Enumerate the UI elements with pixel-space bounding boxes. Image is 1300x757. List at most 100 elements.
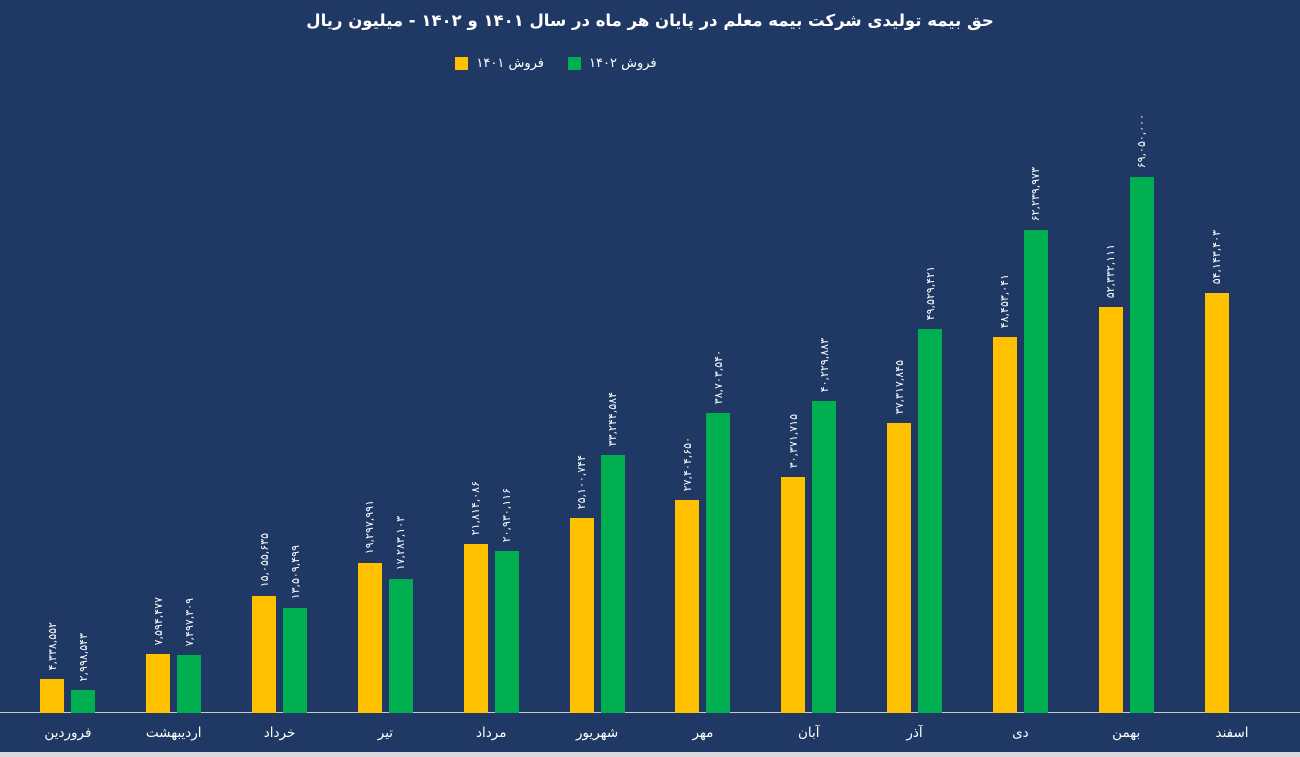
x-axis-label: فروردین	[44, 724, 92, 741]
bar-sales-1402[interactable]	[918, 329, 943, 713]
x-axis-label: مهر	[692, 724, 714, 741]
bar-pair: ۲۱,۸۱۴,۰۸۶ ۲۰,۹۳۰,۱۱۶	[438, 481, 544, 713]
bar-sales-1401[interactable]	[146, 654, 171, 713]
bar-slot-sales-1402: ۱۳,۵۰۹,۴۹۹	[283, 545, 308, 713]
bar-sales-1402[interactable]	[177, 655, 202, 713]
legend-items: فروش ۱۴۰۱ فروش ۱۴۰۲	[455, 56, 657, 71]
bar-value-label: ۶۹,۰۵۰,۰۰۰	[1135, 113, 1149, 168]
bar-pair: ۵۲,۳۳۲,۱۱۱ ۶۹,۰۵۰,۰۰۰	[1073, 114, 1179, 713]
bar-sales-1401[interactable]	[463, 544, 488, 713]
bar-value-label: ۷,۵۹۴,۴۷۷	[151, 596, 165, 645]
bar-slot-sales-1402: ۱۷,۲۸۳,۱۰۳	[388, 515, 413, 713]
bar-slot-sales-1401: ۱۹,۲۹۷,۹۹۱	[357, 499, 382, 713]
bar-sales-1401[interactable]	[252, 596, 277, 713]
bar-value-label: ۱۹,۲۹۷,۹۹۱	[363, 499, 377, 554]
x-axis-label: خرداد	[263, 724, 296, 741]
legend-swatch-1402-icon	[568, 57, 581, 70]
x-axis-label: اسفند	[1215, 724, 1249, 741]
bar-slot-sales-1402: ۴۰,۲۲۹,۸۸۳	[812, 337, 837, 713]
bar-slot-sales-1401: ۲۷,۴۰۴,۶۵۰	[675, 436, 700, 713]
x-axis-label: شهریور	[575, 724, 619, 741]
bar-group: ۱۵,۰۵۵,۶۳۵ ۱۳,۵۰۹,۴۹۹ خرداد	[227, 90, 333, 752]
bar-slot-sales-1401: ۵۲,۳۳۲,۱۱۱	[1098, 243, 1123, 713]
legend: فروش ۱۴۰۱ فروش ۱۴۰۲	[0, 56, 1300, 71]
bar-slot-sales-1401: ۴۸,۴۵۳,۰۴۱	[992, 273, 1017, 713]
bar-value-label: ۳۷,۳۱۷,۸۴۵	[892, 359, 906, 414]
legend-item-1401[interactable]: فروش ۱۴۰۱	[455, 56, 544, 71]
bar-value-label: ۵۴,۱۴۳,۴۰۳	[1210, 229, 1224, 284]
bar-sales-1401[interactable]	[887, 423, 912, 713]
bar-slot-sales-1401: ۲۵,۱۰۰,۷۴۴	[569, 454, 594, 713]
bar-slot-sales-1402: ۳۸,۷۰۳,۵۴۰	[706, 349, 731, 713]
bar-sales-1402[interactable]	[600, 455, 625, 713]
bar-pair: ۲۵,۱۰۰,۷۴۴ ۳۳,۲۴۴,۵۸۴	[544, 392, 650, 713]
bar-value-label: ۱۵,۰۵۵,۶۳۵	[257, 532, 271, 587]
bar-sales-1402[interactable]	[494, 551, 519, 713]
legend-item-1402[interactable]: فروش ۱۴۰۲	[568, 56, 657, 71]
bar-sales-1402[interactable]	[1129, 177, 1154, 713]
legend-label-1402: فروش ۱۴۰۲	[589, 56, 657, 71]
bar-group: ۲۵,۱۰۰,۷۴۴ ۳۳,۲۴۴,۵۸۴ شهریور	[544, 90, 650, 752]
bar-value-label: ۵۲,۳۳۲,۱۱۱	[1104, 243, 1118, 298]
bar-slot-sales-1401: ۴,۳۳۸,۵۵۲	[40, 622, 65, 713]
bar-slot-sales-1402: ۶۲,۲۳۹,۹۷۳	[1023, 167, 1048, 713]
bar-value-label: ۳۳,۲۴۴,۵۸۴	[606, 391, 620, 446]
bar-slot-sales-1401: ۵۴,۱۴۳,۴۰۳	[1204, 229, 1229, 713]
bar-value-label: ۱۷,۲۸۳,۱۰۳	[394, 515, 408, 570]
bar-sales-1401[interactable]	[40, 679, 65, 713]
bar-slot-sales-1402: ۶۹,۰۵۰,۰۰۰	[1129, 113, 1154, 713]
bar-sales-1402[interactable]	[812, 401, 837, 713]
bar-value-label: ۳۸,۷۰۳,۵۴۰	[711, 349, 725, 404]
bar-pair: ۱۵,۰۵۵,۶۳۵ ۱۳,۵۰۹,۴۹۹	[227, 533, 333, 713]
bar-sales-1402[interactable]	[1023, 230, 1048, 713]
bar-sales-1401[interactable]	[1098, 307, 1123, 713]
bar-slot-sales-1401: ۳۷,۳۱۷,۸۴۵	[887, 359, 912, 713]
bar-value-label: ۴۹,۵۲۹,۴۲۱	[923, 265, 937, 320]
bar-value-label: ۴۸,۴۵۳,۰۴۱	[998, 273, 1012, 328]
bar-sales-1401[interactable]	[781, 477, 806, 713]
bar-sales-1401[interactable]	[569, 518, 594, 713]
x-axis-label: مرداد	[476, 724, 507, 741]
bar-group: ۷,۵۹۴,۴۷۷ ۷,۴۹۷,۳۰۹ اردیبهشت	[121, 90, 227, 752]
legend-label-1401: فروش ۱۴۰۱	[476, 56, 544, 71]
bar-slot-sales-1402: ۴۹,۵۲۹,۴۲۱	[918, 265, 943, 713]
bar-group: ۴,۳۳۸,۵۵۲ ۲,۹۹۸,۵۴۳ فروردین	[15, 90, 121, 752]
bar-value-label: ۲,۹۹۸,۵۴۳	[76, 632, 90, 681]
chart-title: حق بیمه تولیدی شرکت بیمه معلم در پایان ه…	[306, 11, 994, 30]
bar-value-label: ۴۰,۲۲۹,۸۸۳	[817, 337, 831, 392]
bar-sales-1402[interactable]	[388, 579, 413, 713]
bar-value-label: ۷,۴۹۷,۳۰۹	[182, 597, 196, 646]
bar-group: ۱۹,۲۹۷,۹۹۱ ۱۷,۲۸۳,۱۰۳ تیر	[332, 90, 438, 752]
bar-sales-1401[interactable]	[675, 500, 700, 713]
bar-slot-sales-1402: ۲۰,۹۳۰,۱۱۶	[494, 487, 519, 713]
bar-value-label: ۲۷,۴۰۴,۶۵۰	[680, 436, 694, 491]
bar-sales-1402[interactable]	[71, 690, 96, 713]
bar-sales-1402[interactable]	[283, 608, 308, 713]
x-axis-label: آبان	[797, 724, 820, 741]
bar-pair: ۴۸,۴۵۳,۰۴۱ ۶۲,۲۳۹,۹۷۳	[967, 167, 1073, 713]
x-axis-label: دی	[1012, 724, 1029, 741]
bar-sales-1402[interactable]	[706, 413, 731, 713]
bar-pair: ۱۹,۲۹۷,۹۹۱ ۱۷,۲۸۳,۱۰۳	[332, 500, 438, 713]
bar-group: ۵۲,۳۳۲,۱۱۱ ۶۹,۰۵۰,۰۰۰ بهمن	[1073, 90, 1179, 752]
bar-sales-1401[interactable]	[1204, 293, 1229, 713]
page-bottom-strip	[0, 752, 1300, 757]
bar-sales-1401[interactable]	[992, 337, 1017, 713]
bar-group: ۳۷,۳۱۷,۸۴۵ ۴۹,۵۲۹,۴۲۱ آذر	[862, 90, 968, 752]
x-axis-label: تیر	[377, 724, 394, 741]
bar-group: ۲۷,۴۰۴,۶۵۰ ۳۸,۷۰۳,۵۴۰ مهر	[650, 90, 756, 752]
bar-value-label: ۲۱,۸۱۴,۰۸۶	[469, 480, 483, 535]
bar-slot-sales-1402: ۷,۴۹۷,۳۰۹	[177, 597, 202, 713]
bar-value-label: ۳۰,۳۷۱,۷۱۵	[786, 413, 800, 468]
bar-value-label: ۲۰,۹۳۰,۱۱۶	[500, 487, 514, 542]
x-axis-label: اردیبهشت	[145, 724, 202, 741]
x-axis-label: بهمن	[1112, 724, 1141, 741]
x-axis-line	[0, 712, 1300, 713]
bar-slot-sales-1401: ۳۰,۳۷۱,۷۱۵	[781, 413, 806, 713]
bar-value-label: ۲۵,۱۰۰,۷۴۴	[575, 454, 589, 509]
bar-group: ۴۸,۴۵۳,۰۴۱ ۶۲,۲۳۹,۹۷۳ دی	[967, 90, 1073, 752]
bar-slot-sales-1402: ۲,۹۹۸,۵۴۳	[71, 632, 96, 713]
bar-pair: ۵۴,۱۴۳,۴۰۳	[1179, 230, 1285, 713]
bar-pair: ۳۷,۳۱۷,۸۴۵ ۴۹,۵۲۹,۴۲۱	[862, 266, 968, 713]
bar-sales-1401[interactable]	[357, 563, 382, 713]
